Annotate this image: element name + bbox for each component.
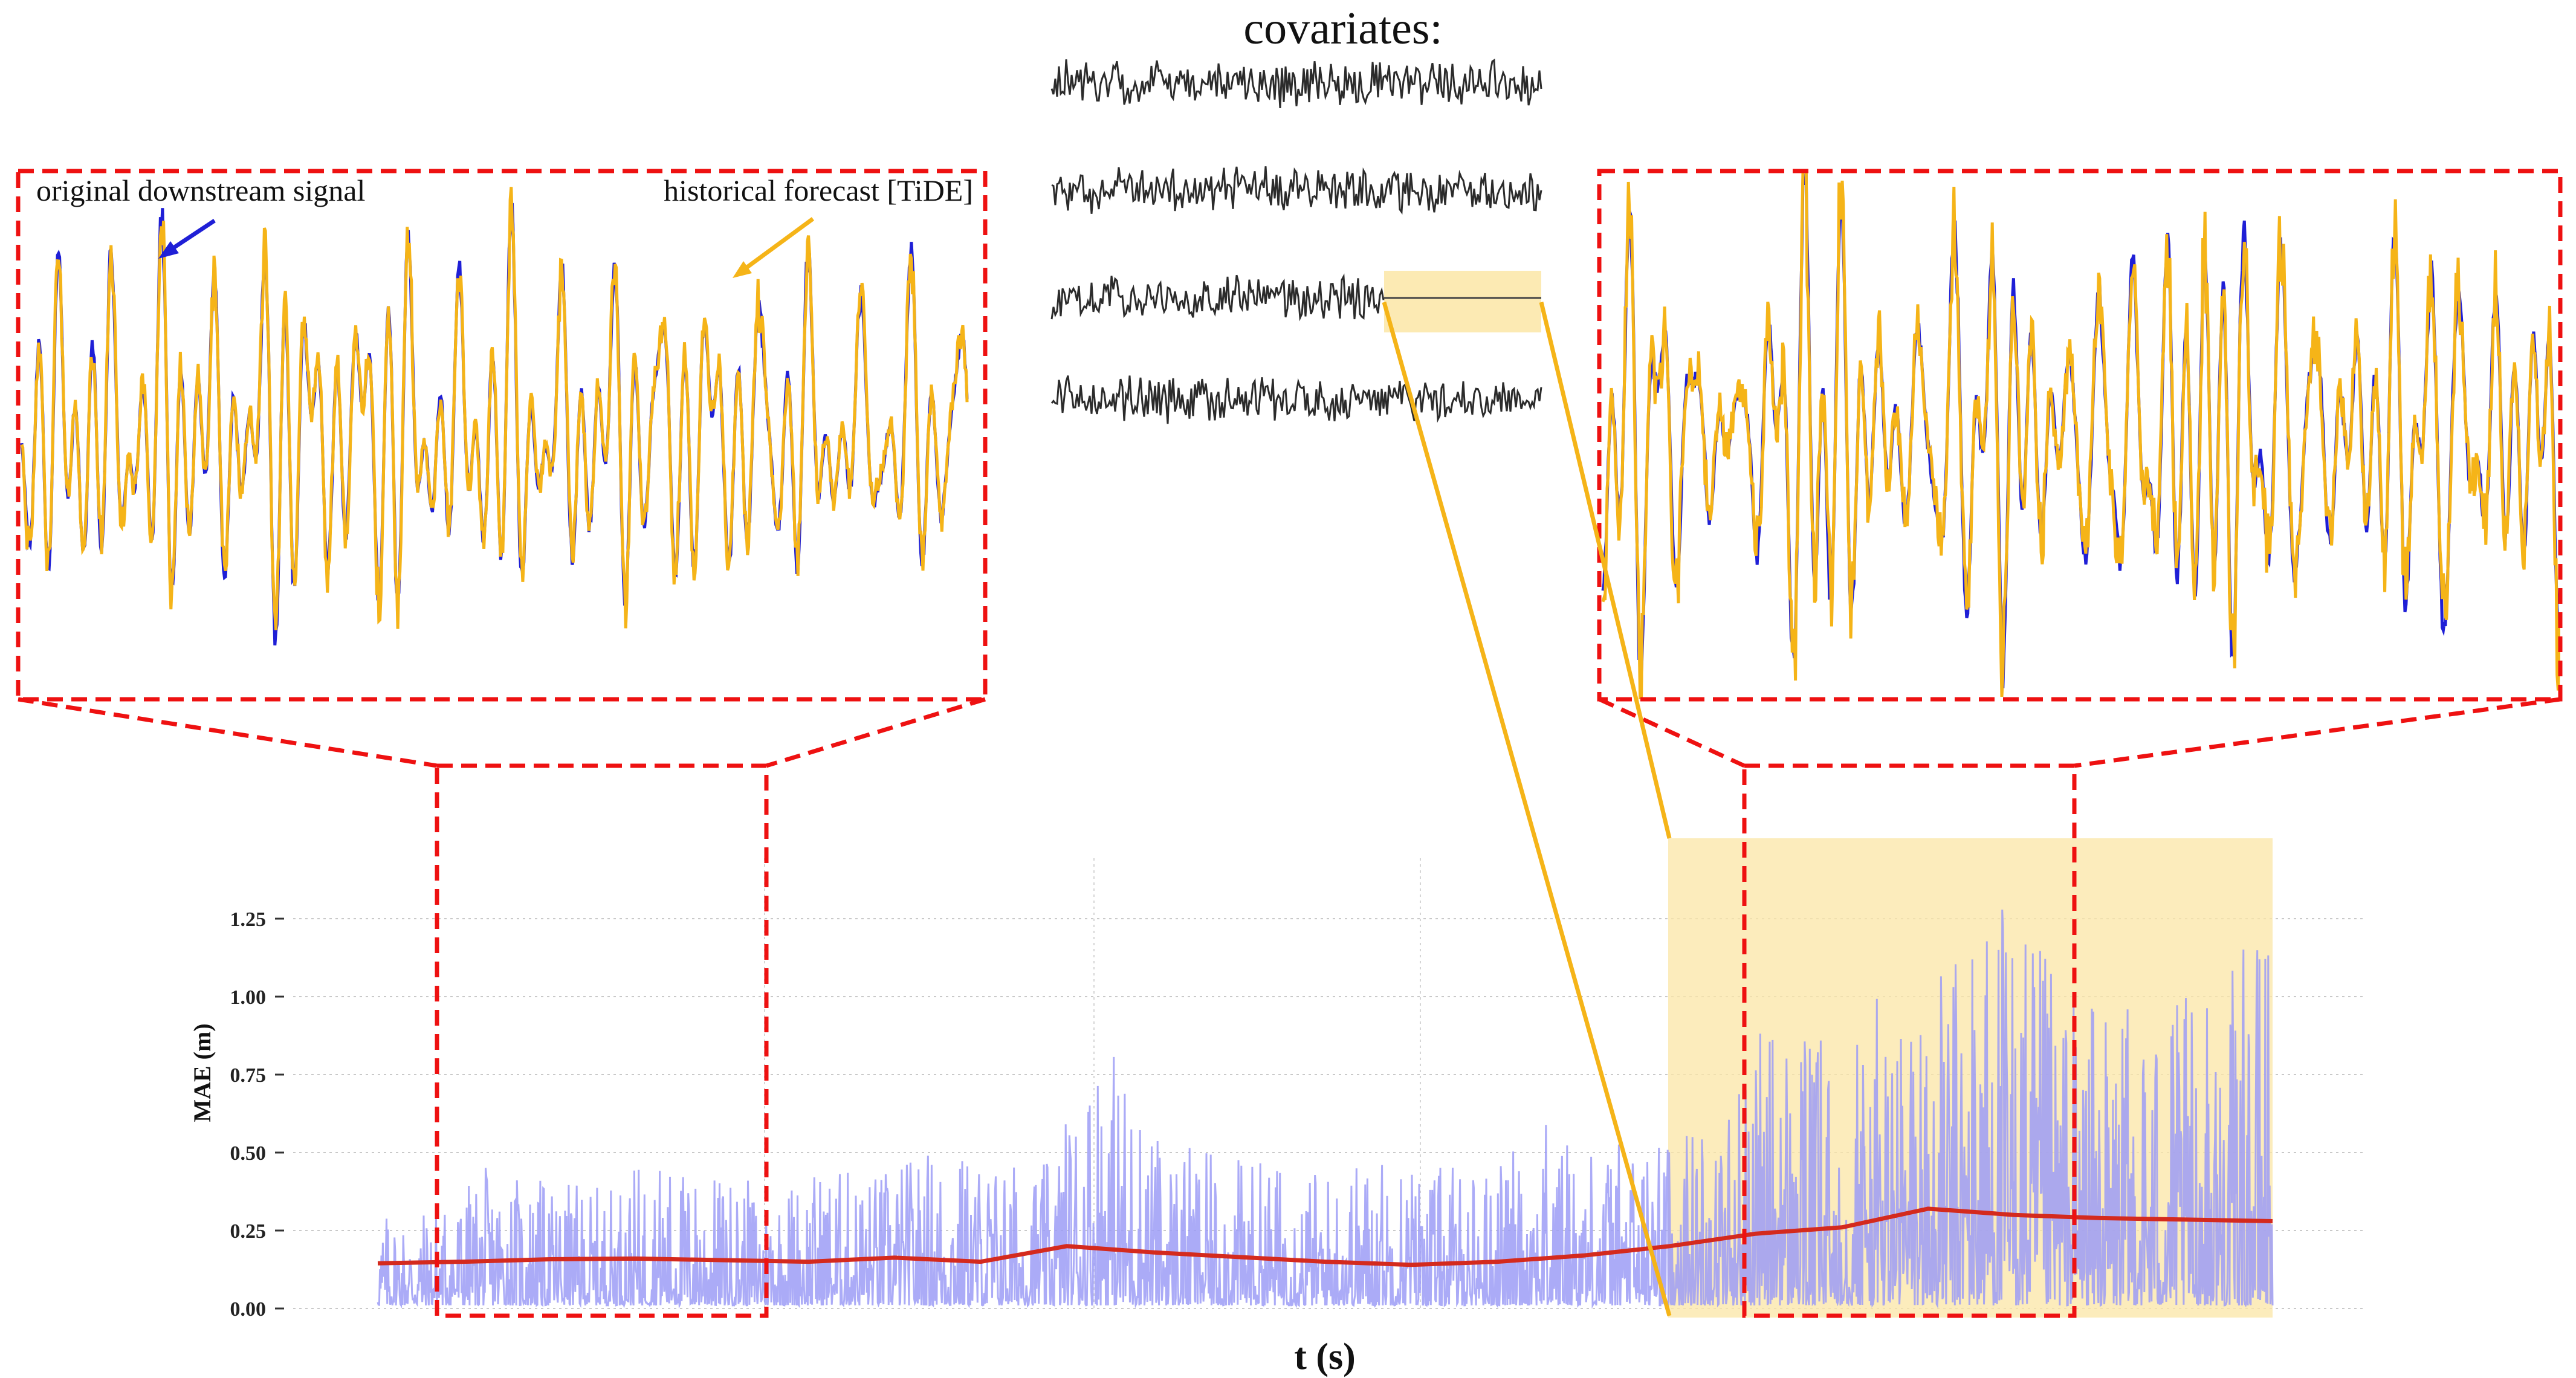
- label-historical-forecast: historical forecast [TiDE]: [664, 173, 973, 207]
- arrow-forecast: [733, 217, 815, 278]
- y-tick-label: 0.00: [230, 1298, 267, 1321]
- covariate-strip-3: [1050, 273, 1385, 322]
- covariate-strip-1: [1050, 58, 1542, 108]
- covariate-line: [1050, 58, 1542, 108]
- right-inset-frame: [1597, 169, 2563, 702]
- covariate-highlight: [1384, 271, 1541, 332]
- label-original-signal: original downstream signal: [36, 173, 365, 207]
- left-inset-frame: [16, 169, 988, 702]
- highlight-connectors: [1382, 302, 1672, 1316]
- left-inset: original downstream signal historical fo…: [16, 169, 988, 702]
- covariates-title: covariates:: [1243, 3, 1442, 54]
- zoom-connectors: [18, 697, 2561, 768]
- covariate-strip-2: [1051, 166, 1542, 215]
- y-tick-label: 0.25: [230, 1220, 267, 1243]
- y-tick-label: 0.50: [230, 1142, 267, 1165]
- mae-trend-line: [377, 1206, 2273, 1267]
- covariate-strip-4: [1050, 375, 1542, 424]
- covariate-line: [1050, 273, 1385, 322]
- y-tick-label: 1.25: [230, 908, 267, 931]
- covariate-line: [1050, 375, 1542, 424]
- zoom-box-left: [435, 763, 769, 1318]
- covariates-group: [1050, 58, 1542, 424]
- covariate-line: [1051, 166, 1542, 215]
- y-tick-label: 0.75: [230, 1064, 267, 1087]
- arrow-original: [158, 219, 216, 259]
- zoom-box-right: [1742, 763, 2077, 1318]
- right-inset: [1597, 169, 2563, 702]
- y-axis-label: MAE (m): [189, 1023, 216, 1122]
- y-axis-ticks: 0.00 0.25 0.50 0.75 1.00 1.25: [230, 908, 284, 1321]
- left-inset-forecast-line: [20, 187, 969, 630]
- mae-chart: 0.00 0.25 0.50 0.75 1.00 1.25 MAE (m) t (s): [189, 838, 2363, 1377]
- y-tick-label: 1.00: [230, 986, 267, 1009]
- right-inset-forecast-line: [1601, 171, 2560, 699]
- x-axis-label: t (s): [1294, 1336, 1356, 1377]
